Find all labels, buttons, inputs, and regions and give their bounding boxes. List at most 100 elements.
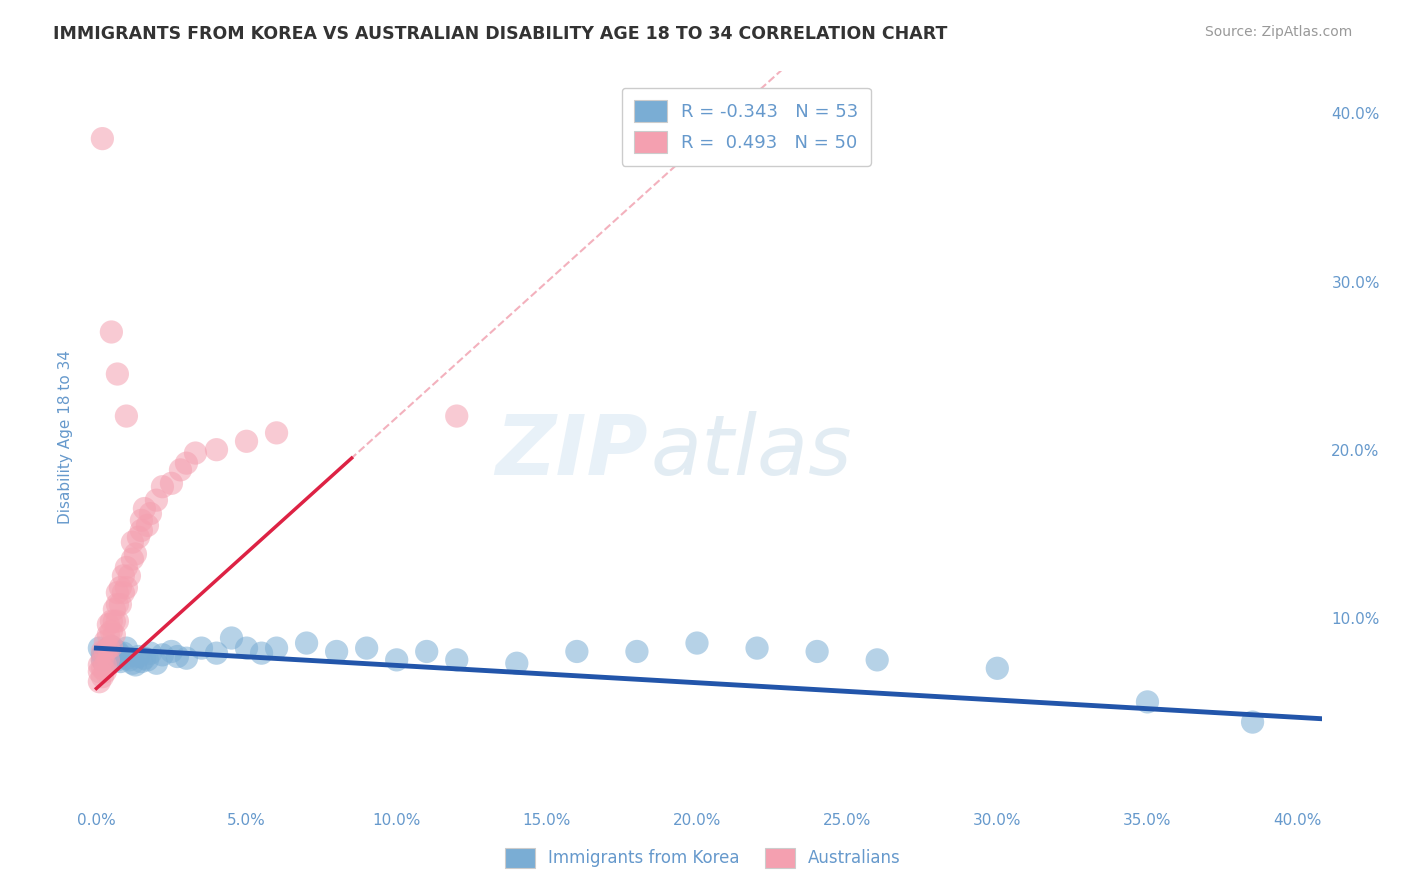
Point [131,524,153,538]
Point [103,602,125,616]
Point [686,636,709,650]
Point [121,552,143,566]
Point [134,501,156,516]
Point [100,614,122,628]
Point [266,425,288,440]
Point [110,648,132,662]
Point [127,649,149,664]
Point [91,644,114,658]
Point [136,518,159,533]
Point [97,617,120,632]
Text: atlas: atlas [651,411,852,492]
Point [110,581,132,595]
Point [100,325,122,339]
Point [89,674,111,689]
Point [152,648,174,662]
Point [91,661,114,675]
Point [266,641,288,656]
Point [160,476,183,491]
Point [112,569,135,583]
Point [91,648,114,662]
Point [118,653,141,667]
Point [136,653,159,667]
Point [97,627,120,641]
Point [100,640,122,654]
Point [97,653,120,667]
Point [94,657,117,672]
Point [866,653,889,667]
Point [124,547,146,561]
Y-axis label: Disability Age 18 to 34: Disability Age 18 to 34 [58,350,73,524]
Legend: R = -0.343   N = 53, R =  0.493   N = 50: R = -0.343 N = 53, R = 0.493 N = 50 [621,87,872,166]
Point [986,661,1008,675]
Point [127,530,149,544]
Text: Source: ZipAtlas.com: Source: ZipAtlas.com [1205,25,1353,39]
Point [103,627,125,641]
Point [89,665,111,679]
Point [91,653,114,667]
Point [250,646,273,660]
Point [145,493,167,508]
Point [124,657,146,672]
Point [97,649,120,664]
Point [110,655,132,669]
Point [190,641,212,656]
Point [1136,695,1159,709]
Point [446,409,468,423]
Point [415,644,437,658]
Point [221,631,243,645]
Point [94,665,117,679]
Point [131,655,153,669]
Point [115,409,138,423]
Point [110,598,132,612]
Point [121,657,143,671]
Point [91,653,114,667]
Point [176,456,198,470]
Point [806,644,828,658]
Point [176,651,198,665]
Point [105,644,128,658]
Point [89,641,111,656]
Point [160,644,183,658]
Point [184,446,207,460]
Point [100,646,122,660]
Point [139,646,162,660]
Point [115,641,138,656]
Point [100,640,122,654]
Point [94,634,117,648]
Point [152,480,174,494]
Point [169,463,191,477]
Point [94,644,117,658]
Point [145,657,167,671]
Point [205,442,228,457]
Point [295,636,318,650]
Point [121,535,143,549]
Point [506,657,529,671]
Point [91,670,114,684]
Point [103,642,125,657]
Point [115,651,138,665]
Text: IMMIGRANTS FROM KOREA VS AUSTRALIAN DISABILITY AGE 18 TO 34 CORRELATION CHART: IMMIGRANTS FROM KOREA VS AUSTRALIAN DISA… [53,25,948,43]
Point [105,653,128,667]
Point [94,644,117,658]
Point [626,644,648,658]
Point [745,641,768,656]
Point [103,651,125,665]
Point [115,581,138,595]
Point [97,641,120,656]
Point [112,585,135,599]
Point [446,653,468,667]
Point [105,598,128,612]
Point [565,644,588,658]
Point [235,641,257,656]
Point [105,614,128,628]
Point [1241,715,1264,730]
Point [112,646,135,660]
Point [105,585,128,599]
Point [115,560,138,574]
Legend: Immigrants from Korea, Australians: Immigrants from Korea, Australians [498,841,908,875]
Point [205,646,228,660]
Point [105,367,128,381]
Point [118,569,141,583]
Point [89,657,111,672]
